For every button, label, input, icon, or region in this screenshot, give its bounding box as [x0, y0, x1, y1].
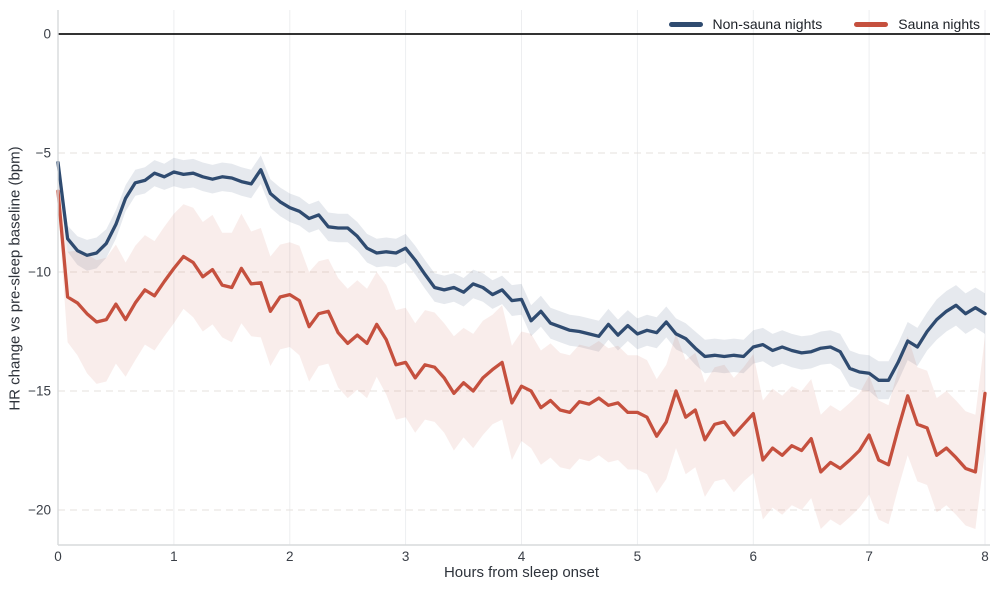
y-tick-label: −15 [28, 384, 51, 399]
x-tick-label: 3 [402, 549, 410, 564]
x-tick-label: 2 [286, 549, 294, 564]
legend-item-sauna: Sauna nights [854, 16, 980, 32]
sauna-line-swatch [854, 21, 889, 27]
x-tick-label: 0 [54, 549, 62, 564]
legend-label-non-sauna: Non-sauna nights [712, 16, 823, 32]
x-axis-label: Hours from sleep onset [443, 564, 600, 581]
legend: Non-sauna nights Sauna nights [668, 16, 980, 32]
y-tick-label: 0 [43, 27, 51, 42]
x-tick-label: 1 [170, 549, 178, 564]
hr-line-non-sauna [56, 160, 987, 382]
hr-line-sauna [56, 189, 987, 474]
x-tick-label: 6 [750, 549, 758, 564]
legend-label-sauna: Sauna nights [898, 16, 980, 32]
x-tick-label: 4 [518, 549, 526, 564]
y-tick-label: −20 [28, 503, 51, 518]
x-tick-label: 5 [634, 549, 642, 564]
y-tick-label: −5 [36, 146, 51, 161]
x-tick-label: 7 [865, 549, 873, 564]
y-tick-label: −10 [28, 265, 51, 280]
legend-item-non-sauna: Non-sauna nights [668, 16, 823, 32]
non-sauna-line-swatch [668, 21, 703, 27]
y-axis-label: HR change vs pre-sleep baseline (bpm) [6, 146, 24, 411]
confidence-band-sauna [58, 174, 985, 529]
confidence-band-non-sauna [58, 154, 985, 400]
x-tick-label: 8 [981, 549, 989, 564]
